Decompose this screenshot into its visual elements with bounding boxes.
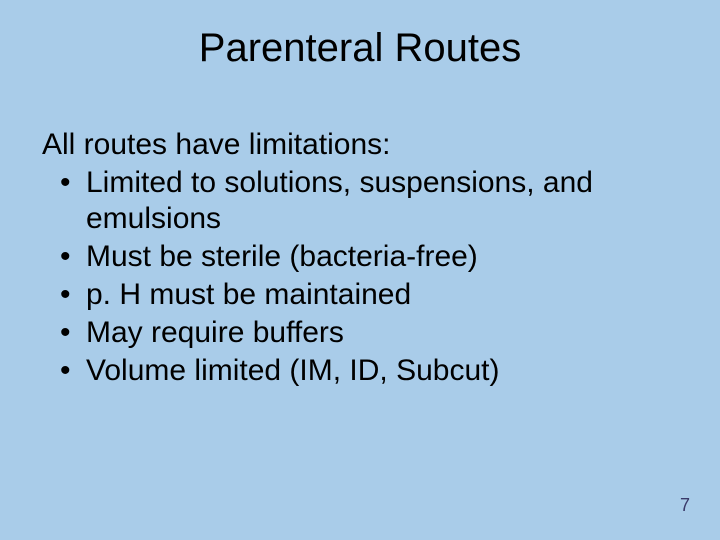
bullet-list: Limited to solutions, suspensions, and e… bbox=[42, 165, 670, 389]
intro-text: All routes have limitations: bbox=[42, 127, 670, 163]
list-item: May require buffers bbox=[60, 315, 670, 351]
slide: Parenteral Routes All routes have limita… bbox=[0, 0, 720, 540]
list-item: p. H must be maintained bbox=[60, 277, 670, 313]
list-item: Volume limited (IM, ID, Subcut) bbox=[60, 353, 670, 389]
slide-body: All routes have limitations: Limited to … bbox=[0, 81, 720, 389]
slide-title: Parenteral Routes bbox=[0, 0, 720, 81]
list-item: Limited to solutions, suspensions, and e… bbox=[60, 165, 670, 237]
list-item: Must be sterile (bacteria-free) bbox=[60, 239, 670, 275]
page-number: 7 bbox=[680, 495, 690, 516]
